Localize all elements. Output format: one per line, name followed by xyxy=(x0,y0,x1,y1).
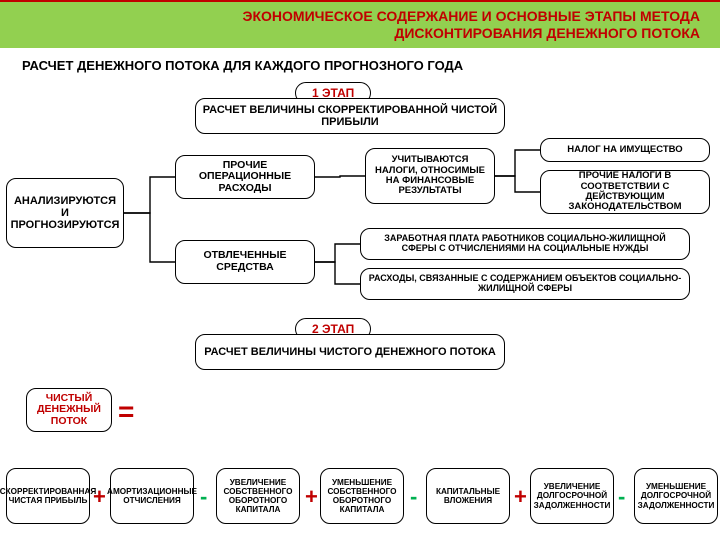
header-title: ЭКОНОМИЧЕСКОЕ СОДЕРЖАНИЕ И ОСНОВНЫЕ ЭТАП… xyxy=(110,8,700,42)
formula-term-3: УМЕНЬШЕНИЕ СОБСТВЕННОГО ОБОРОТНОГО КАПИТ… xyxy=(320,468,404,524)
analyze-node: АНАЛИЗИРУЮТСЯ И ПРОГНОЗИРУЮТСЯ xyxy=(6,178,124,248)
leaf-wages-social: ЗАРАБОТНАЯ ПЛАТА РАБОТНИКОВ СОЦИАЛЬНО-ЖИ… xyxy=(360,228,690,260)
equals-sign: = xyxy=(118,396,134,428)
stage-2-main: РАСЧЕТ ВЕЛИЧИНЫ ЧИСТОГО ДЕНЕЖНОГО ПОТОКА xyxy=(195,334,505,370)
leaf-property-tax: НАЛОГ НА ИМУЩЕСТВО xyxy=(540,138,710,162)
formula-term-5: УВЕЛИЧЕНИЕ ДОЛГОСРОЧНОЙ ЗАДОЛЖЕННОСТИ xyxy=(530,468,614,524)
formula-op-4: + xyxy=(514,484,527,510)
formula-op-5: - xyxy=(618,484,625,510)
net-cash-flow-node: ЧИСТЫЙ ДЕНЕЖНЫЙ ПОТОК xyxy=(26,388,112,432)
branch-other-op-expenses: ПРОЧИЕ ОПЕРАЦИОННЫЕ РАСХОДЫ xyxy=(175,155,315,199)
formula-op-1: - xyxy=(200,484,207,510)
subheading: РАСЧЕТ ДЕНЕЖНОГО ПОТОКА ДЛЯ КАЖДОГО ПРОГ… xyxy=(22,58,463,73)
header-band: ЭКОНОМИЧЕСКОЕ СОДЕРЖАНИЕ И ОСНОВНЫЕ ЭТАП… xyxy=(0,0,720,48)
leaf-maint-social: РАСХОДЫ, СВЯЗАННЫЕ С СОДЕРЖАНИЕМ ОБЪЕКТО… xyxy=(360,268,690,300)
formula-term-4: КАПИТАЛЬНЫЕ ВЛОЖЕНИЯ xyxy=(426,468,510,524)
formula-term-0: СКОРРЕКТИРОВАННАЯ ЧИСТАЯ ПРИБЫЛЬ xyxy=(6,468,90,524)
formula-op-2: + xyxy=(305,484,318,510)
formula-term-6: УМЕНЬШЕНИЕ ДОЛГОСРОЧНОЙ ЗАДОЛЖЕННОСТИ xyxy=(634,468,718,524)
branch-diverted-funds: ОТВЛЕЧЕННЫЕ СРЕДСТВА xyxy=(175,240,315,284)
formula-op-3: - xyxy=(410,484,417,510)
formula-term-2: УВЕЛИЧЕНИЕ СОБСТВЕННОГО ОБОРОТНОГО КАПИТ… xyxy=(216,468,300,524)
formula-term-1: АМОРТИЗАЦИОННЫЕ ОТЧИСЛЕНИЯ xyxy=(110,468,194,524)
branch-taxes-fin-results: УЧИТЫВАЮТСЯ НАЛОГИ, ОТНОСИМЫЕ НА ФИНАНСО… xyxy=(365,148,495,204)
header-line2: ДИСКОНТИРОВАНИЯ ДЕНЕЖНОГО ПОТОКА xyxy=(394,25,700,41)
stage-1-main: РАСЧЕТ ВЕЛИЧИНЫ СКОРРЕКТИРОВАННОЙ ЧИСТОЙ… xyxy=(195,98,505,134)
leaf-other-taxes: ПРОЧИЕ НАЛОГИ В СООТВЕТСТВИИ С ДЕЙСТВУЮЩ… xyxy=(540,170,710,214)
header-line1: ЭКОНОМИЧЕСКОЕ СОДЕРЖАНИЕ И ОСНОВНЫЕ ЭТАП… xyxy=(243,8,700,24)
